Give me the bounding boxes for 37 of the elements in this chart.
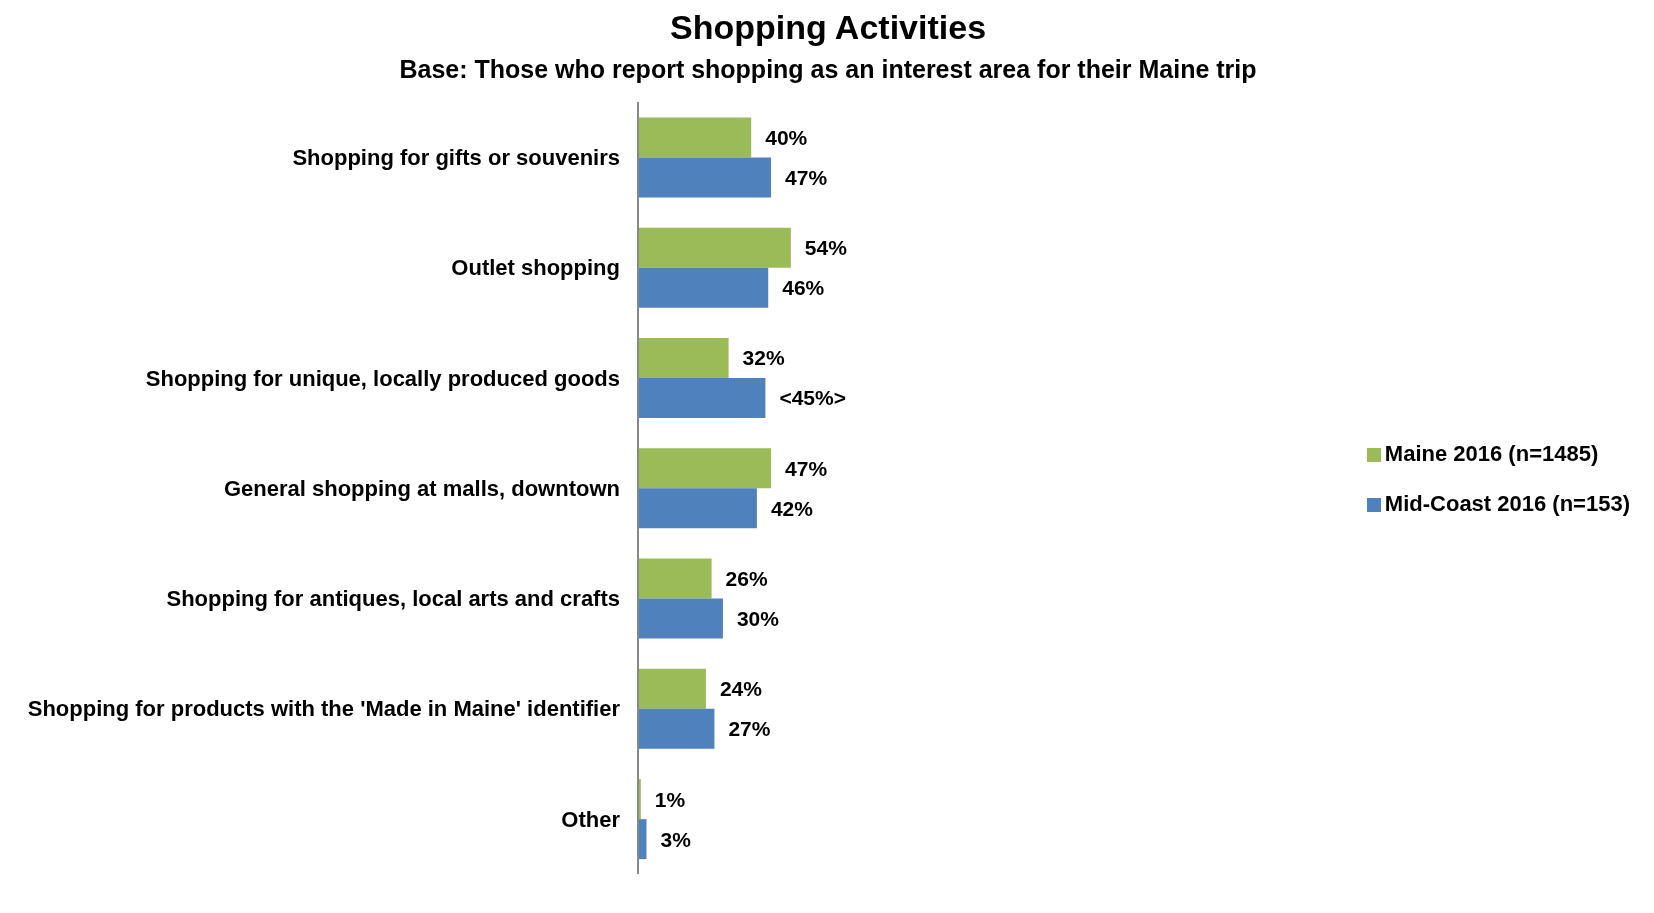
bar [638,378,766,419]
data-label: 24% [719,677,763,701]
data-label: 26% [725,567,768,591]
bar [638,227,791,268]
data-label: 1% [654,787,686,811]
y-tick-label: General shopping at malls, downtown [223,475,620,501]
y-tick-label: Outlet shopping [451,255,620,281]
data-label: 3% [660,827,692,851]
data-label: 32% [742,346,785,370]
y-tick-label: Shopping for unique, locally produced goods [145,365,620,391]
legend-label: Maine 2016 (n=1485) [1384,441,1599,466]
bar [638,448,772,489]
bar [638,117,752,158]
data-label: 47% [785,456,828,480]
chart-subtitle: Base: Those who report shopping as an interest area for their Maine trip [398,55,1258,84]
y-tick-label: Shopping for products with the 'Made in Maine' identifier [27,696,621,722]
bar [638,708,715,749]
y-tick-label: Shopping for antiques, local arts and crafts [166,586,620,612]
data-label: 27% [728,717,771,741]
data-label: 54% [804,236,848,260]
bar [638,488,757,529]
data-label: 42% [770,496,814,520]
data-label: 47% [785,165,828,189]
data-label: <45%> [779,386,846,410]
bar [638,338,729,379]
bar [638,668,706,709]
data-label: 46% [782,276,825,300]
y-tick-label: Other [561,806,621,832]
bar [638,558,712,599]
legend-label: Mid-Coast 2016 (n=153) [1384,491,1630,516]
data-label: 40% [765,125,808,149]
y-tick-label: Shopping for gifts or souvenirs [292,144,620,170]
chart-title: Shopping Activities [668,8,988,47]
bar [638,157,772,198]
data-label: 30% [736,607,780,631]
bar [638,598,723,639]
bar [638,267,769,308]
